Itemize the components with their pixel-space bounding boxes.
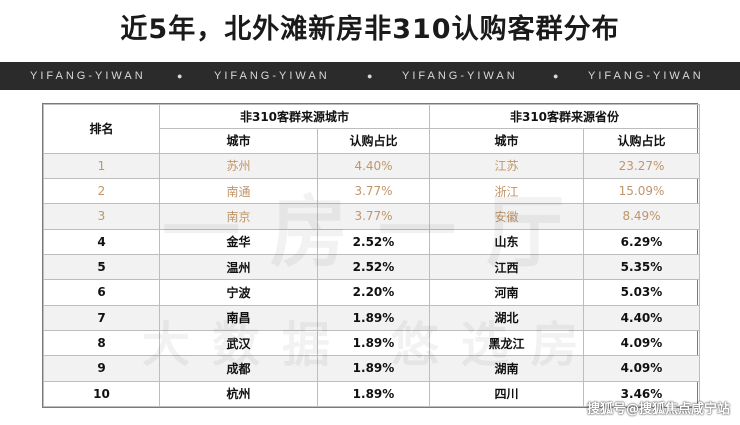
- banner-dot: ●: [553, 71, 559, 81]
- city-share-cell: 2.52%: [317, 228, 430, 255]
- banner-dot: ●: [367, 71, 373, 81]
- province-cell: 浙江: [429, 177, 584, 205]
- city-column-header: 城市: [159, 128, 318, 154]
- city-share-cell: 1.89%: [317, 355, 430, 382]
- rank-cell: 5: [43, 253, 160, 281]
- table-row: 3 南京 3.77% 安徽 8.49%: [43, 203, 700, 230]
- city-share-cell: 3.77%: [317, 177, 430, 205]
- page-title: 近5年，北外滩新房非310认购客群分布: [120, 14, 620, 45]
- province-share-cell: 5.03%: [583, 279, 700, 306]
- city-share-column-header: 认购占比: [317, 128, 430, 154]
- province-cell: 江苏: [429, 152, 584, 179]
- city-cell: 武汉: [159, 329, 318, 357]
- province-cell: 湖北: [429, 304, 584, 331]
- table-row: 10 杭州 1.89% 四川 3.46%: [43, 380, 700, 408]
- city-group-header: 非310客群来源城市: [159, 103, 430, 130]
- table-row: 4 金华 2.52% 山东 6.29%: [43, 228, 700, 255]
- province-share-column-header: 认购占比: [583, 128, 700, 154]
- rank-header: 排名: [43, 104, 160, 154]
- city-cell: 南京: [159, 203, 318, 230]
- city-cell: 南昌: [159, 304, 318, 331]
- province-cell: 河南: [429, 279, 584, 306]
- city-cell: 温州: [159, 253, 318, 281]
- province-share-cell: 4.40%: [583, 304, 700, 331]
- table-row: 6 宁波 2.20% 河南 5.03%: [43, 279, 700, 306]
- city-share-cell: 3.77%: [317, 203, 430, 230]
- rank-cell: 6: [43, 279, 160, 306]
- city-share-cell: 1.89%: [317, 380, 430, 408]
- city-share-cell: 4.40%: [317, 152, 430, 179]
- table-row: 2 南通 3.77% 浙江 15.09%: [43, 177, 700, 205]
- banner-text: YIFANG-YIWAN: [214, 70, 330, 82]
- city-cell: 金华: [159, 228, 318, 255]
- province-share-cell: 15.09%: [583, 177, 700, 205]
- province-share-cell: 5.35%: [583, 253, 700, 281]
- province-share-cell: 8.49%: [583, 203, 700, 230]
- rank-cell: 1: [43, 152, 160, 179]
- rank-cell: 7: [43, 304, 160, 331]
- province-cell: 山东: [429, 228, 584, 255]
- province-share-cell: 4.09%: [583, 355, 700, 382]
- distribution-table: 排名 非310客群来源城市 非310客群来源省份 城市 认购占比 城市 认购占比…: [42, 103, 700, 408]
- rank-cell: 2: [43, 177, 160, 205]
- city-cell: 宁波: [159, 279, 318, 306]
- province-column-header: 城市: [429, 128, 584, 154]
- rank-cell: 4: [43, 228, 160, 255]
- province-share-cell: 6.29%: [583, 228, 700, 255]
- province-share-cell: 4.09%: [583, 329, 700, 357]
- city-cell: 成都: [159, 355, 318, 382]
- province-cell: 黑龙江: [429, 329, 584, 357]
- province-share-cell: 3.46%: [583, 380, 700, 408]
- banner-text: YIFANG-YIWAN: [588, 70, 704, 82]
- banner-text: YIFANG-YIWAN: [30, 70, 146, 82]
- rank-cell: 10: [43, 380, 160, 408]
- city-cell: 杭州: [159, 380, 318, 408]
- province-cell: 江西: [429, 253, 584, 281]
- province-group-header: 非310客群来源省份: [429, 103, 700, 130]
- city-share-cell: 2.20%: [317, 279, 430, 306]
- table-row: 1 苏州 4.40% 江苏 23.27%: [43, 152, 700, 179]
- province-cell: 湖南: [429, 355, 584, 382]
- province-cell: 安徽: [429, 203, 584, 230]
- city-share-cell: 2.52%: [317, 253, 430, 281]
- rank-cell: 9: [43, 355, 160, 382]
- rank-cell: 3: [43, 203, 160, 230]
- city-cell: 苏州: [159, 152, 318, 179]
- table-row: 9 成都 1.89% 湖南 4.09%: [43, 355, 700, 382]
- city-share-cell: 1.89%: [317, 329, 430, 357]
- city-cell: 南通: [159, 177, 318, 205]
- table-row: 5 温州 2.52% 江西 5.35%: [43, 253, 700, 281]
- rank-cell: 8: [43, 329, 160, 357]
- city-share-cell: 1.89%: [317, 304, 430, 331]
- table-row: 7 南昌 1.89% 湖北 4.40%: [43, 304, 700, 331]
- banner-dot: ●: [177, 71, 183, 81]
- province-share-cell: 23.27%: [583, 152, 700, 179]
- table-row: 8 武汉 1.89% 黑龙江 4.09%: [43, 329, 700, 357]
- brand-banner: YIFANG-YIWAN ● YIFANG-YIWAN ● YIFANG-YIW…: [0, 62, 740, 90]
- banner-text: YIFANG-YIWAN: [402, 70, 518, 82]
- source-credit: 搜狐号@搜狐焦点咸宁站: [586, 402, 730, 417]
- province-cell: 四川: [429, 380, 584, 408]
